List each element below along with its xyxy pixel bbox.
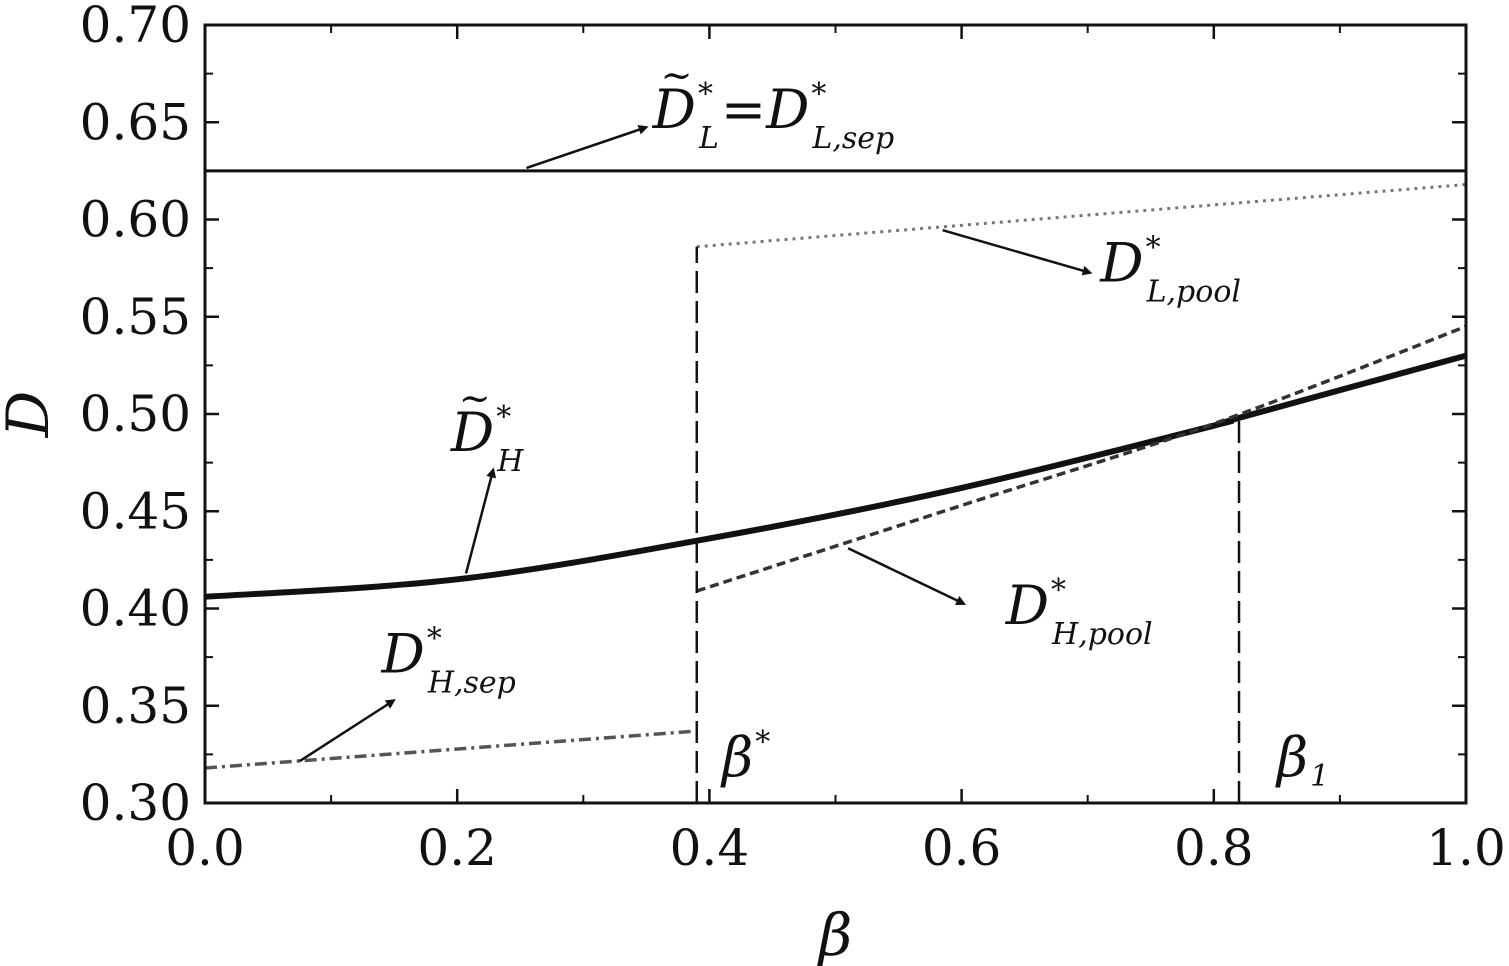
x-tick-label: 1.0: [1426, 819, 1506, 877]
y-tick-label: 0.60: [80, 191, 191, 249]
y-tick-label: 0.40: [80, 580, 191, 638]
annotation-arrow-dl: [526, 124, 649, 170]
series-line-dh_pool: [696, 324, 1467, 593]
series-line-dl_pool: [696, 182, 1467, 249]
y-tick-label: 0.55: [80, 288, 191, 346]
annotation-label-dl: D* L=D* L,sep: [652, 77, 895, 156]
x-tick-label: 0.8: [1174, 819, 1254, 877]
annotation-arrow-dhsep: [298, 699, 396, 763]
x-tick-label: 0.6: [922, 819, 1002, 877]
y-tick-label: 0.65: [80, 93, 191, 151]
annotation-label-dlpool: D* L,pool: [1099, 231, 1241, 310]
y-tick-label: 0.35: [80, 677, 191, 735]
annotation-arrow-dlpool: [942, 228, 1093, 276]
x-tick-label: 0.4: [670, 819, 750, 877]
y-tick-label: 0.50: [80, 385, 191, 443]
annotation-label-dhpool: D* H,pool: [1005, 573, 1153, 652]
y-tick-label: 0.70: [80, 0, 191, 54]
annotation-dl: D* L=D* L,sep~: [526, 53, 895, 170]
plot-lines: [204, 169, 1467, 803]
x-axis-title: β: [817, 901, 853, 966]
vline-label-beta_star: β*: [720, 725, 770, 789]
series-line-dh_tilde: [204, 352, 1467, 600]
y-tick-label: 0.30: [80, 774, 191, 832]
y-axis-title: D: [0, 391, 62, 439]
tick-labels: 0.0 0.2 0.4 0.6 0.8 1.0 0.30 0.35 0.40 0.45 0.50 0.…: [80, 0, 1506, 877]
annotation-dhpool: D* H,pool: [847, 547, 1153, 652]
x-tick-label: 0.0: [165, 819, 245, 877]
vline-label-beta_1: β1: [1275, 726, 1329, 794]
annotation-label-dhsep: D* H,sep: [381, 622, 516, 701]
annotation-arrow-dhpool: [847, 547, 967, 606]
annotation-tilde-dh: ~: [459, 376, 491, 420]
ticks: [203, 23, 1468, 805]
series-line-dh_sep: [204, 729, 697, 770]
annotation-dlpool: D* L,pool: [942, 228, 1241, 310]
annotation-arrow-dh: [464, 467, 497, 574]
annotation-label-dh: D* H: [450, 400, 524, 479]
annotation-dh: D* H~: [450, 376, 524, 574]
y-tick-label: 0.45: [80, 482, 191, 540]
annotation-tilde-dl: ~: [661, 53, 693, 97]
x-tick-label: 0.2: [417, 819, 497, 877]
annotation-dhsep: D* H,sep: [298, 622, 516, 763]
